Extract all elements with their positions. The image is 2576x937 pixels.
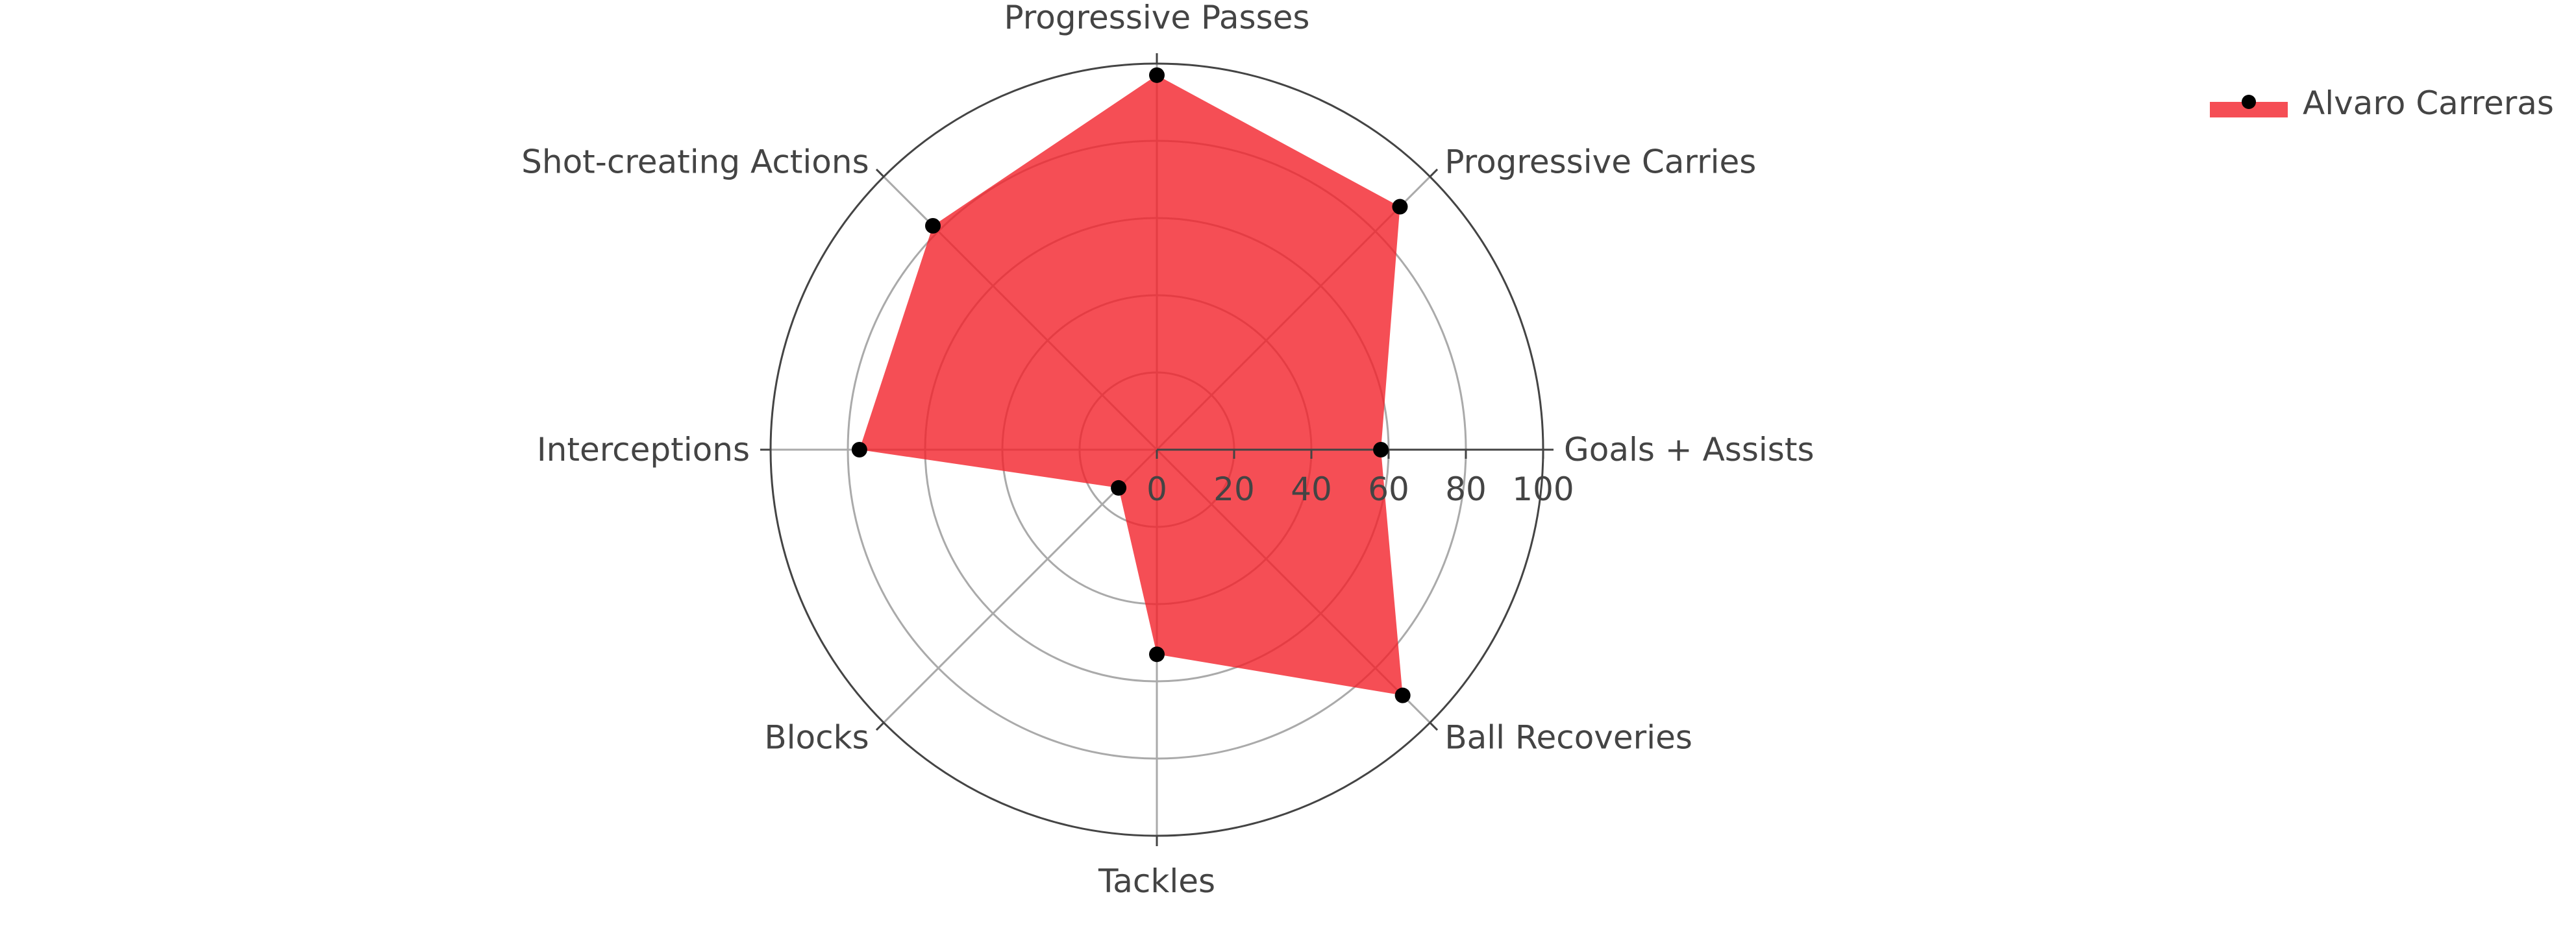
radial-axis: [1156, 448, 1550, 459]
radial-tick-label: 20: [1213, 470, 1255, 508]
axis-label: Blocks: [764, 718, 869, 756]
radial-tick-label: 100: [1512, 470, 1574, 508]
series-area[interactable]: [859, 75, 1403, 696]
legend-marker: [2242, 95, 2256, 109]
radial-tick-label: 80: [1445, 470, 1487, 508]
grid-spoke: [883, 448, 1158, 724]
angular-tick: [875, 722, 885, 731]
axis-label: Tackles: [1098, 862, 1215, 900]
data-point[interactable]: [1149, 67, 1165, 83]
axis-label: Goals + Assists: [1564, 431, 1814, 468]
angular-tick: [875, 168, 885, 178]
radial-tick-label: 40: [1291, 470, 1332, 508]
legend-label-alvaro-carreras[interactable]: Alvaro Carreras: [2303, 84, 2554, 122]
axis-label: Interceptions: [537, 431, 750, 468]
data-point[interactable]: [1111, 480, 1127, 496]
axis-label: Ball Recoveries: [1444, 718, 1692, 756]
data-point[interactable]: [1392, 199, 1408, 215]
radial-tick-labels: 0 20 40 60 80 100: [1146, 470, 1574, 508]
axis-label: Shot-creating Actions: [521, 143, 869, 181]
radial-tick-label: 0: [1146, 470, 1167, 508]
angular-tick: [1429, 168, 1439, 178]
series-area-layer: [859, 75, 1403, 696]
radial-tick-label: 60: [1368, 470, 1409, 508]
angular-axis-labels: Goals + Assists Progressive Carries Progre…: [521, 0, 1814, 900]
data-point[interactable]: [1149, 646, 1165, 663]
axis-label: Progressive Passes: [1004, 0, 1310, 36]
data-point[interactable]: [925, 218, 941, 234]
series-markers: [851, 67, 1411, 703]
data-point[interactable]: [1394, 687, 1411, 703]
axis-label: Progressive Carries: [1444, 143, 1756, 181]
legend[interactable]: Alvaro Carreras: [2210, 84, 2554, 122]
data-point[interactable]: [1373, 442, 1389, 457]
angular-tick: [1429, 722, 1439, 731]
data-point[interactable]: [851, 442, 867, 457]
